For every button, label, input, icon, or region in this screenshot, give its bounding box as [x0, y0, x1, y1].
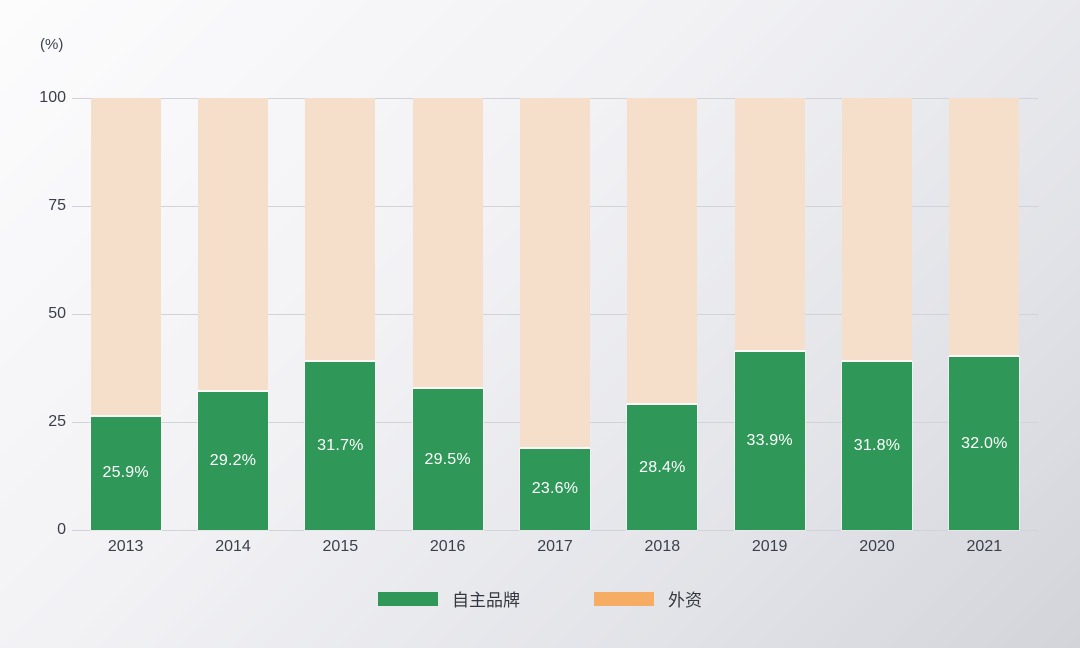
bar-segment-domestic-2015: 31.7% — [305, 361, 376, 530]
y-tick-label-25: 25 — [48, 413, 66, 430]
stacked-bar-2017: 23.6% — [519, 98, 590, 530]
bar-data-label-2013: 25.9% — [102, 464, 149, 482]
stacked-bar-2020: 31.8% — [841, 98, 912, 530]
bar-group-2016: 29.5% — [394, 98, 501, 530]
gridline-0 — [72, 530, 1038, 531]
bar-segment-foreign-2018 — [627, 98, 698, 406]
x-tick-label-2017: 2017 — [537, 538, 573, 555]
legend-label-foreign: 外资 — [668, 591, 702, 610]
x-tick-label-2019: 2019 — [751, 538, 788, 555]
bar-group-2013: 25.9% — [72, 98, 179, 530]
bar-segment-foreign-2015 — [305, 98, 376, 362]
bar-segment-domestic-2016: 29.5% — [412, 389, 483, 530]
bar-segment-domestic-2013: 25.9% — [90, 416, 161, 530]
y-tick-label-50: 50 — [48, 305, 66, 322]
legend-item-domestic: 自主品牌 — [378, 586, 520, 611]
legend-swatch-foreign — [594, 591, 654, 606]
bar-data-label-2014: 29.2% — [209, 452, 257, 470]
bar-segment-domestic-2017: 23.6% — [519, 448, 590, 530]
bar-group-2021: 32.0% — [931, 98, 1038, 530]
bar-data-label-2016: 29.5% — [424, 450, 471, 468]
bar-segment-foreign-2014 — [197, 98, 268, 393]
y-axis-unit-label: (%) — [40, 36, 64, 53]
bar-segment-foreign-2021 — [949, 98, 1020, 358]
bar-data-label-2019: 33.9% — [746, 432, 793, 450]
bar-segment-foreign-2019 — [734, 98, 805, 353]
x-tick-label-2021: 2021 — [966, 538, 1003, 555]
stacked-bar-2014: 29.2% — [197, 98, 268, 530]
bar-data-label-2020: 31.8% — [853, 436, 901, 454]
bar-data-label-2018: 28.4% — [639, 458, 686, 476]
stacked-bar-2019: 33.9% — [734, 98, 805, 530]
bar-segment-domestic-2014: 29.2% — [197, 392, 268, 530]
stacked-bar-2015: 31.7% — [305, 98, 376, 530]
bar-segment-foreign-2013 — [90, 98, 161, 417]
y-tick-label-100: 100 — [39, 89, 66, 106]
bar-data-label-2015: 31.7% — [317, 436, 364, 454]
bar-segment-domestic-2019: 33.9% — [734, 352, 805, 530]
legend-item-foreign: 外资 — [594, 586, 702, 611]
bar-group-2020: 31.8% — [823, 98, 930, 530]
x-tick-label-2016: 2016 — [429, 538, 466, 555]
x-tick-label-2020: 2020 — [859, 538, 895, 555]
x-tick-label-2013: 2013 — [107, 538, 144, 555]
legend-label-domestic: 自主品牌 — [452, 591, 520, 610]
bar-group-2017: 23.6% — [501, 98, 608, 530]
x-tick-label-2014: 2014 — [215, 538, 251, 555]
stacked-bar-2021: 32.0% — [949, 98, 1020, 530]
bar-segment-domestic-2020: 31.8% — [841, 361, 912, 530]
bar-group-2015: 31.7% — [287, 98, 394, 530]
x-tick-label-2015: 2015 — [322, 538, 359, 555]
legend: 自主品牌 外资 — [0, 586, 1080, 611]
y-tick-label-0: 0 — [57, 521, 66, 538]
stacked-bar-2013: 25.9% — [90, 98, 161, 530]
x-tick-label-2018: 2018 — [644, 538, 681, 555]
y-tick-label-75: 75 — [48, 197, 66, 214]
bar-group-2019: 33.9% — [716, 98, 823, 530]
bar-group-2014: 29.2% — [179, 98, 286, 530]
stacked-bar-2016: 29.5% — [412, 98, 483, 530]
bar-segment-domestic-2018: 28.4% — [627, 405, 698, 530]
bar-segment-foreign-2016 — [412, 98, 483, 390]
stacked-bar-2018: 28.4% — [627, 98, 698, 530]
bar-group-2018: 28.4% — [609, 98, 716, 530]
bar-data-label-2021: 32.0% — [961, 434, 1008, 452]
bar-segment-domestic-2021: 32.0% — [949, 357, 1020, 530]
legend-swatch-domestic — [378, 591, 438, 606]
bar-segment-foreign-2017 — [519, 98, 590, 449]
bar-segment-foreign-2020 — [841, 98, 912, 362]
bar-data-label-2017: 23.6% — [531, 480, 579, 498]
